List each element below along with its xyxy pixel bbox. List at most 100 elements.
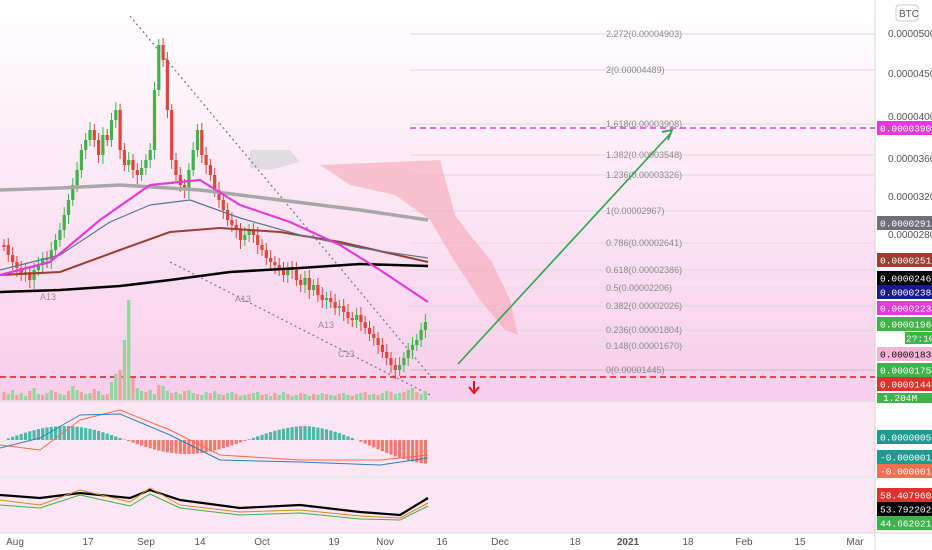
candle-body xyxy=(385,352,389,358)
candle-body xyxy=(256,235,260,245)
macd-bar xyxy=(251,437,255,440)
y-axis-tick: 0.00003600 xyxy=(888,154,932,165)
candle-body xyxy=(62,215,66,230)
macd-bar xyxy=(152,440,157,450)
candle-body xyxy=(398,365,402,370)
candle-body xyxy=(221,200,225,210)
volume-bar xyxy=(15,395,19,400)
volume-tag-text: 1.204M xyxy=(883,393,918,404)
volume-bar xyxy=(234,394,238,400)
candle-body xyxy=(307,278,311,290)
fib-label: 0(0.00001445) xyxy=(606,365,665,375)
price-tag-text: 0.00002914 xyxy=(880,219,932,230)
macd-bar xyxy=(140,440,144,446)
fib-label: 0.618(0.00002386) xyxy=(606,265,682,275)
macd-bar xyxy=(144,440,148,448)
x-axis-label: 18 xyxy=(682,537,694,548)
macd-bar xyxy=(174,440,178,454)
candle-body xyxy=(200,130,204,155)
volume-bar xyxy=(71,386,75,400)
candle-body xyxy=(11,255,15,262)
candle-body xyxy=(312,285,316,290)
candle-body xyxy=(294,270,298,280)
macd-bar xyxy=(402,440,406,460)
rsi-tag-text: 58.40796020 xyxy=(880,491,932,502)
volume-bar xyxy=(415,392,419,400)
macd-bar xyxy=(11,436,15,440)
candle-body xyxy=(346,312,350,318)
candle-body xyxy=(54,240,58,250)
price-tag-text: 0.00002233 xyxy=(880,304,932,315)
price-tag-text: 0.00002467 xyxy=(880,274,932,285)
candle-body xyxy=(114,110,118,120)
volume-bar xyxy=(264,394,268,400)
candle-body xyxy=(355,315,359,320)
volume-bar xyxy=(144,392,148,400)
price-tag xyxy=(877,121,932,135)
macd-bar xyxy=(238,440,243,443)
macd-bar xyxy=(307,426,311,440)
volume-bar xyxy=(195,394,200,400)
candle-body xyxy=(380,345,384,352)
volume-bar xyxy=(406,390,410,400)
candle-body xyxy=(299,280,303,285)
macd-bar xyxy=(376,440,380,450)
candle-body xyxy=(71,185,75,200)
volume-bar xyxy=(75,390,79,400)
volume-bar xyxy=(359,393,363,400)
macd-tag xyxy=(877,450,932,464)
candle-body xyxy=(260,245,264,250)
price-tag xyxy=(877,216,932,230)
volume-bar xyxy=(294,395,298,400)
macd-bar xyxy=(385,440,389,453)
volume-bar xyxy=(88,393,92,400)
volume-bar xyxy=(204,392,208,400)
volume-bar xyxy=(389,392,393,400)
candle-body xyxy=(410,345,415,350)
macd-bar xyxy=(320,428,324,440)
candle-body xyxy=(419,330,423,340)
macd-bar xyxy=(101,432,105,440)
volume-bar xyxy=(131,378,135,400)
rsi-tag xyxy=(877,516,932,530)
macd-bar xyxy=(346,436,350,440)
macd-bar xyxy=(226,440,230,447)
fib-label: 0.236(0.00001804) xyxy=(606,325,682,335)
candle-body xyxy=(333,302,337,308)
candle-body xyxy=(144,160,148,168)
volume-bar xyxy=(251,393,255,400)
macd-bar xyxy=(84,427,88,440)
macd-tag-text: 0.00000050 xyxy=(880,433,932,444)
price-tag xyxy=(877,377,932,391)
candle-body xyxy=(423,322,427,330)
volume-bar xyxy=(376,395,380,400)
volume-bar xyxy=(122,340,126,400)
volume-bar xyxy=(127,300,131,400)
macd-tag-text: -0.00000126 xyxy=(880,453,932,464)
macd-bar xyxy=(71,426,75,440)
candle-body xyxy=(45,258,49,260)
price-tag-text: 0.00001445 xyxy=(880,380,932,391)
volume-bar xyxy=(11,390,15,400)
volume-bar xyxy=(307,396,311,400)
candle-body xyxy=(238,230,243,240)
volume-bar xyxy=(105,394,109,400)
price-tag xyxy=(877,347,932,361)
volume-bar xyxy=(32,388,36,400)
macd-bar xyxy=(88,428,92,440)
candle-body xyxy=(187,170,191,190)
macd-bar xyxy=(97,431,101,440)
oscillator-orange-line xyxy=(0,487,429,519)
x-axis-label: 16 xyxy=(436,537,448,548)
macd-bar xyxy=(256,436,260,440)
volume-bar xyxy=(247,394,251,400)
candle-annotation: A13 xyxy=(318,320,334,330)
currency-badge xyxy=(895,4,919,22)
candle-body xyxy=(49,250,53,260)
macd-bar xyxy=(273,430,277,440)
volume-bar xyxy=(398,393,402,400)
macd-bar xyxy=(342,434,346,440)
price-tag-text: 0.00001831 xyxy=(880,350,932,361)
volume-bar xyxy=(290,396,294,400)
